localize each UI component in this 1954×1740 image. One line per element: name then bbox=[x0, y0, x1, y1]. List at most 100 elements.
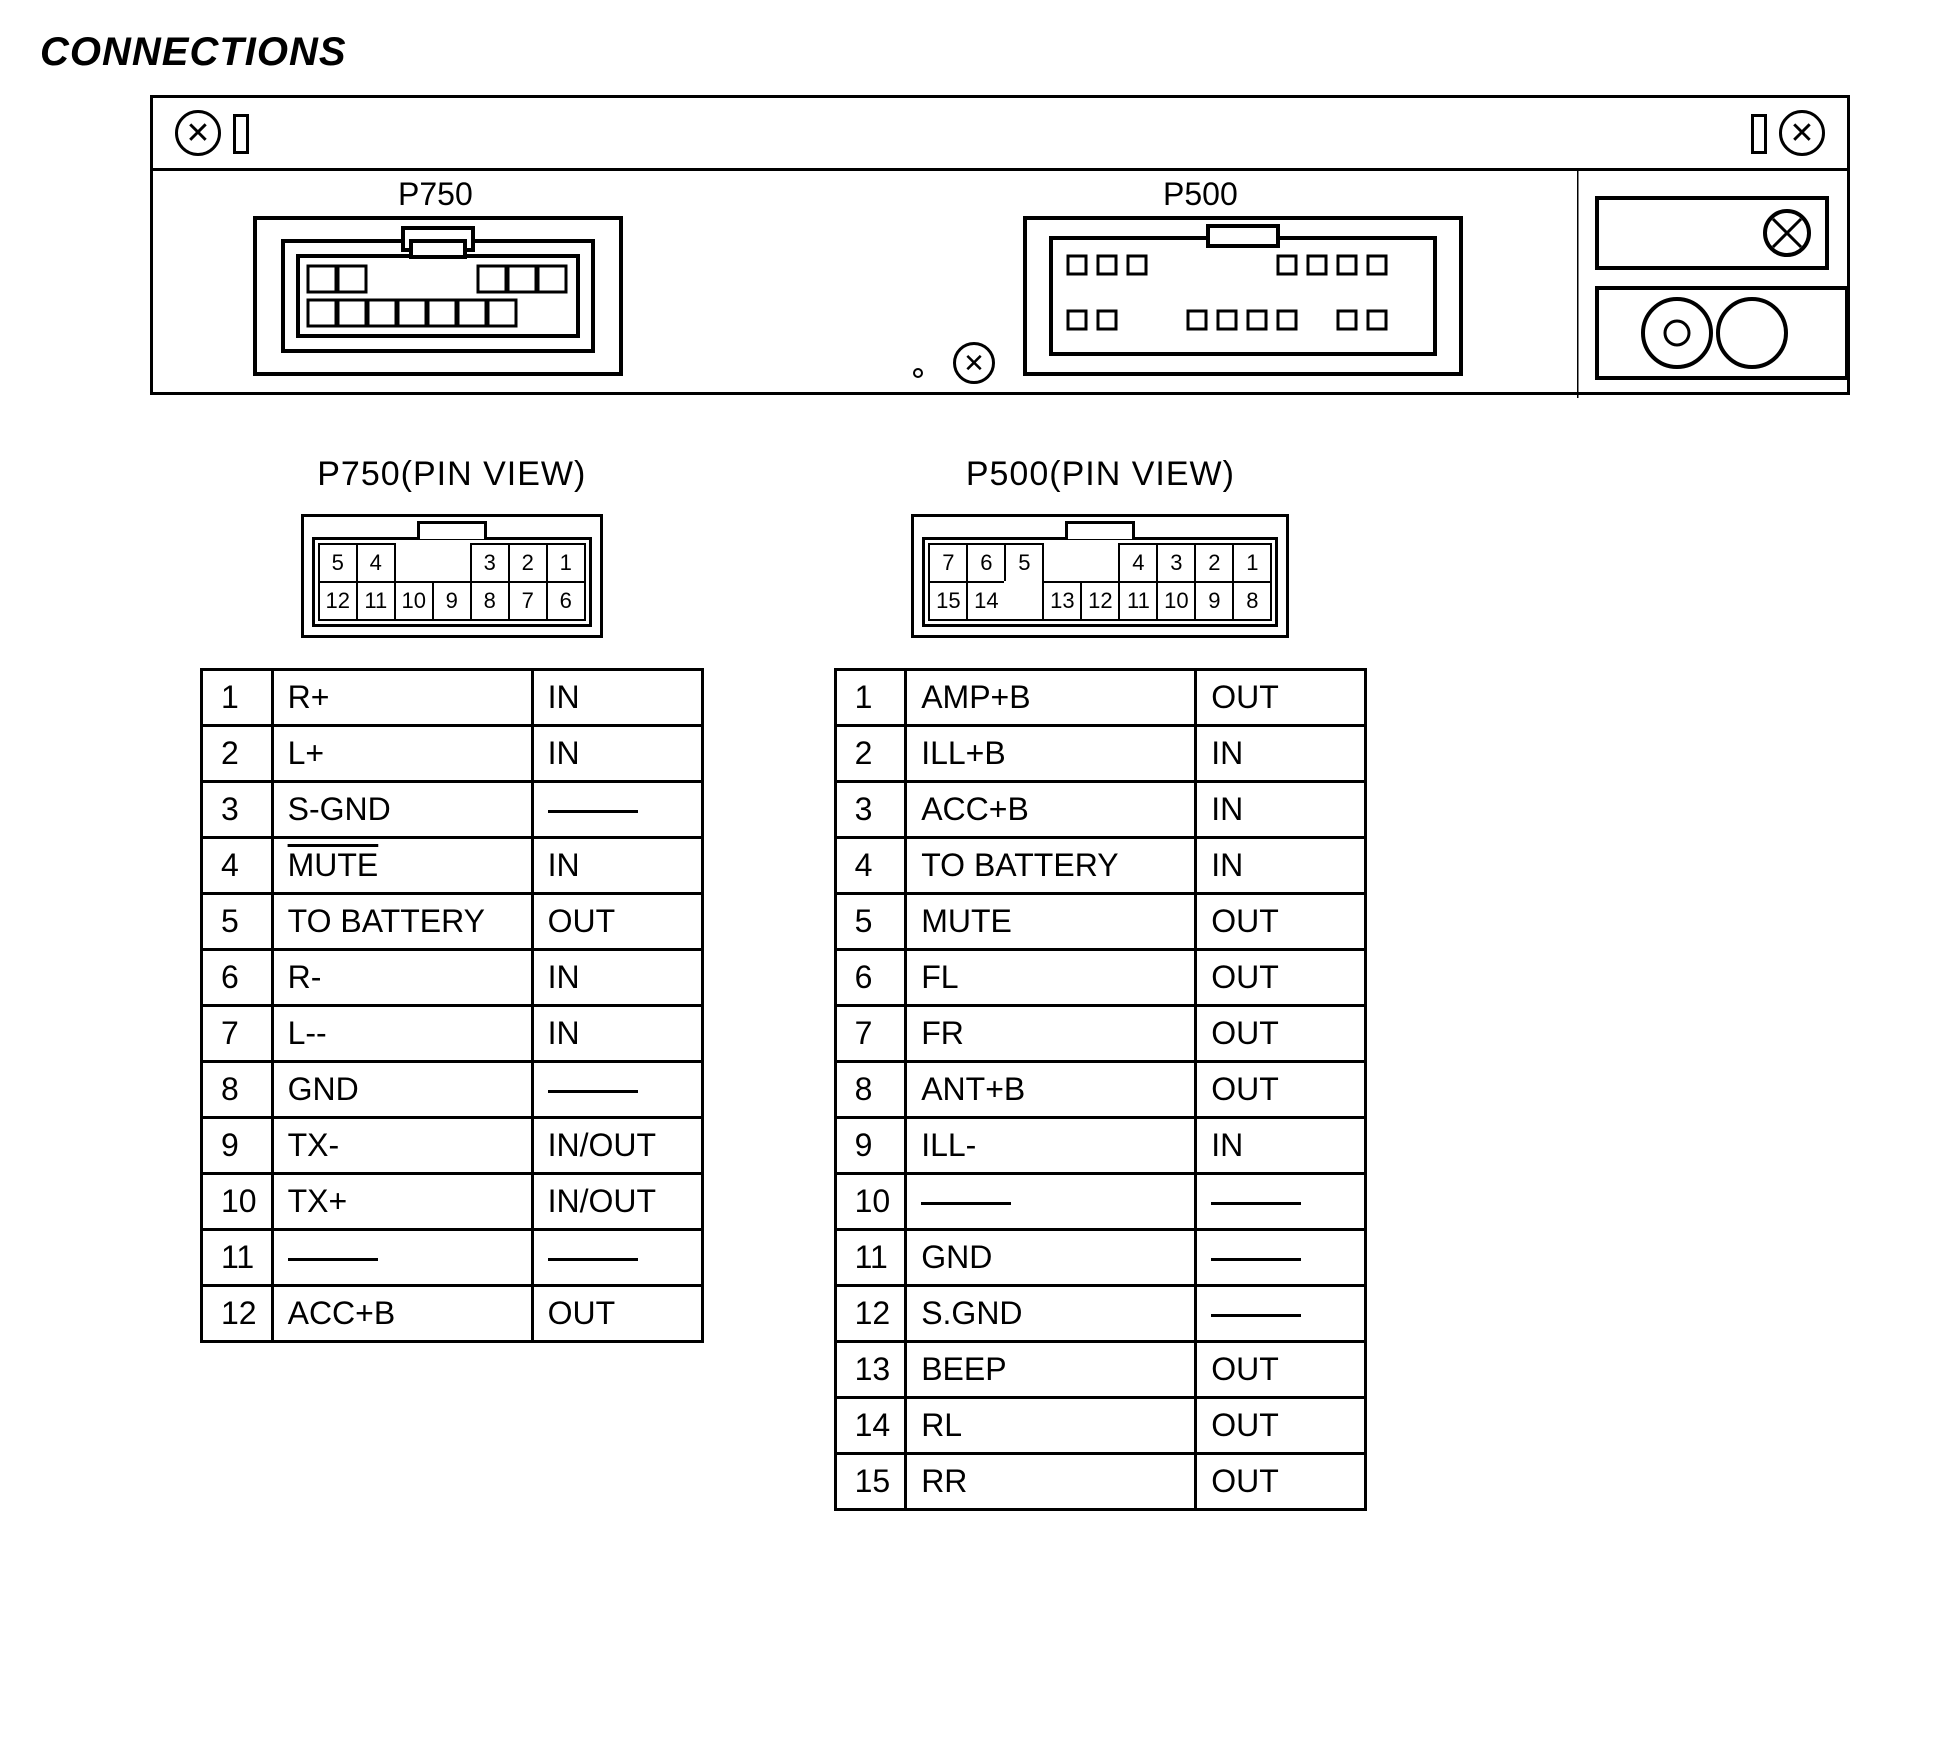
slot-left bbox=[233, 114, 249, 154]
table-row: 2ILL+BIN bbox=[835, 726, 1366, 782]
table-row: 7L--IN bbox=[202, 1006, 703, 1062]
signal-name: FR bbox=[906, 1006, 1196, 1062]
connector-label-p750: P750 bbox=[398, 176, 473, 213]
signal-name: MUTE bbox=[272, 838, 532, 894]
signal-name: TO BATTERY bbox=[272, 894, 532, 950]
table-row: 1R+IN bbox=[202, 670, 703, 726]
pin-cell: 5 bbox=[1004, 543, 1044, 583]
pin-number: 10 bbox=[202, 1174, 273, 1230]
signal-direction: IN bbox=[532, 726, 702, 782]
table-row: 11 bbox=[202, 1230, 703, 1286]
pin-diagram-p500: 765432115141312111098 bbox=[911, 514, 1289, 638]
signal-name: RR bbox=[906, 1454, 1196, 1510]
table-row: 15RROUT bbox=[835, 1454, 1366, 1510]
pin-cell: 11 bbox=[356, 581, 396, 621]
signal-direction: IN bbox=[1196, 1118, 1366, 1174]
pin-cell: 9 bbox=[432, 581, 472, 621]
table-row: 1AMP+BOUT bbox=[835, 670, 1366, 726]
table-row: 4TO BATTERYIN bbox=[835, 838, 1366, 894]
signal-name: ILL+B bbox=[906, 726, 1196, 782]
signal-direction: IN/OUT bbox=[532, 1118, 702, 1174]
signal-direction: IN bbox=[532, 950, 702, 1006]
signal-direction bbox=[1196, 1230, 1366, 1286]
pin-cell: 9 bbox=[1194, 581, 1234, 621]
signal-direction bbox=[532, 1062, 702, 1118]
pin-cell bbox=[1042, 543, 1082, 583]
connector-p750 bbox=[253, 216, 623, 376]
pin-diagram-p750: 543211211109876 bbox=[301, 514, 603, 638]
table-row: 9ILL-IN bbox=[835, 1118, 1366, 1174]
pin-number: 8 bbox=[835, 1062, 906, 1118]
table-row: 10TX+IN/OUT bbox=[202, 1174, 703, 1230]
pin-number: 8 bbox=[202, 1062, 273, 1118]
pin-number: 12 bbox=[202, 1286, 273, 1342]
notch-icon bbox=[1065, 521, 1135, 539]
signal-direction: OUT bbox=[1196, 894, 1366, 950]
pin-number: 4 bbox=[835, 838, 906, 894]
pin-title-p750: P750(PIN VIEW) bbox=[317, 455, 586, 494]
pin-number: 2 bbox=[835, 726, 906, 782]
signal-direction: IN/OUT bbox=[532, 1174, 702, 1230]
dot-icon bbox=[913, 368, 923, 378]
pin-number: 7 bbox=[202, 1006, 273, 1062]
pin-cell: 3 bbox=[1156, 543, 1196, 583]
connector-label-p500: P500 bbox=[1163, 176, 1238, 213]
signal-direction: IN bbox=[532, 1006, 702, 1062]
table-row: 6R-IN bbox=[202, 950, 703, 1006]
signal-direction: IN bbox=[1196, 726, 1366, 782]
signal-name: L+ bbox=[272, 726, 532, 782]
pin-number: 11 bbox=[202, 1230, 273, 1286]
signal-direction bbox=[532, 782, 702, 838]
signal-direction: OUT bbox=[1196, 950, 1366, 1006]
pin-number: 10 bbox=[835, 1174, 906, 1230]
pin-block-p750: P750(PIN VIEW) 543211211109876 1R+IN2L+I… bbox=[200, 455, 704, 1511]
table-row: 3ACC+BIN bbox=[835, 782, 1366, 838]
table-row: 7FROUT bbox=[835, 1006, 1366, 1062]
signal-name: R+ bbox=[272, 670, 532, 726]
pin-cell: 13 bbox=[1042, 581, 1082, 621]
signal-direction: IN bbox=[532, 670, 702, 726]
notch-icon bbox=[417, 521, 487, 539]
signal-name: S-GND bbox=[272, 782, 532, 838]
pin-number: 15 bbox=[835, 1454, 906, 1510]
table-row: 8GND bbox=[202, 1062, 703, 1118]
slot-right bbox=[1751, 114, 1767, 154]
pin-cell: 8 bbox=[1232, 581, 1272, 621]
screw-icon bbox=[953, 342, 995, 384]
pin-cell: 7 bbox=[508, 581, 548, 621]
pin-tables-row: P750(PIN VIEW) 543211211109876 1R+IN2L+I… bbox=[200, 455, 1914, 1511]
signal-name: R- bbox=[272, 950, 532, 1006]
pin-number: 13 bbox=[835, 1342, 906, 1398]
pin-cell bbox=[1004, 581, 1044, 621]
signal-direction: OUT bbox=[1196, 1454, 1366, 1510]
device-outline: P750 P500 bbox=[150, 95, 1850, 395]
pin-number: 5 bbox=[835, 894, 906, 950]
signal-direction bbox=[532, 1230, 702, 1286]
table-row: 12ACC+BOUT bbox=[202, 1286, 703, 1342]
signal-name: ACC+B bbox=[906, 782, 1196, 838]
table-row: 6FLOUT bbox=[835, 950, 1366, 1006]
signal-name: L-- bbox=[272, 1006, 532, 1062]
table-row: 2L+IN bbox=[202, 726, 703, 782]
screw-icon bbox=[1779, 110, 1825, 156]
pin-block-p500: P500(PIN VIEW) 765432115141312111098 1AM… bbox=[834, 455, 1368, 1511]
signal-name: MUTE bbox=[906, 894, 1196, 950]
pin-cell bbox=[1080, 543, 1120, 583]
signal-name: S.GND bbox=[906, 1286, 1196, 1342]
pin-cell: 1 bbox=[1232, 543, 1272, 583]
signal-direction: OUT bbox=[1196, 1398, 1366, 1454]
signal-direction: IN bbox=[532, 838, 702, 894]
signal-name: BEEP bbox=[906, 1342, 1196, 1398]
signal-direction: OUT bbox=[1196, 1062, 1366, 1118]
pin-cell: 10 bbox=[1156, 581, 1196, 621]
pin-cell: 15 bbox=[928, 581, 968, 621]
pin-number: 5 bbox=[202, 894, 273, 950]
signal-table-p750: 1R+IN2L+IN3S-GND4MUTEIN5TO BATTERYOUT6R-… bbox=[200, 668, 704, 1343]
pin-number: 12 bbox=[835, 1286, 906, 1342]
table-row: 8ANT+BOUT bbox=[835, 1062, 1366, 1118]
signal-name bbox=[272, 1230, 532, 1286]
pin-cell: 7 bbox=[928, 543, 968, 583]
signal-name: TX+ bbox=[272, 1174, 532, 1230]
page-title: CONNECTIONS bbox=[40, 30, 1914, 75]
table-row: 10 bbox=[835, 1174, 1366, 1230]
